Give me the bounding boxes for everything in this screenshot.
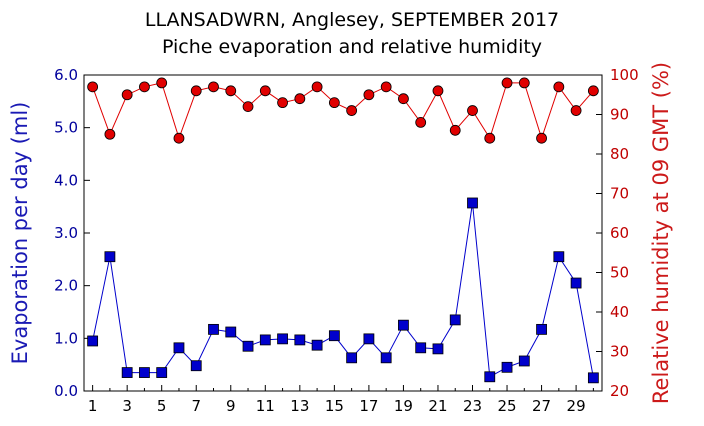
evaporation-point xyxy=(156,367,168,378)
evaporation-point xyxy=(277,333,288,345)
evaporation-point xyxy=(139,367,150,378)
right-tick-label: 30 xyxy=(610,343,629,361)
evaporation-point xyxy=(190,360,202,372)
evaporation-point xyxy=(587,372,599,384)
right-tick-label: 80 xyxy=(610,145,629,163)
x-tick-label: 13 xyxy=(290,397,309,415)
humidity-point xyxy=(139,81,150,93)
x-tick-label: 29 xyxy=(567,397,586,415)
evaporation-point xyxy=(242,340,254,352)
left-tick-label: 5.0 xyxy=(54,119,78,137)
x-tick-label: 25 xyxy=(497,397,516,415)
humidity-point xyxy=(328,97,340,109)
evaporation-point xyxy=(501,361,513,373)
humidity-point xyxy=(259,85,271,97)
x-tick-label: 23 xyxy=(463,397,482,415)
humidity-point xyxy=(587,85,599,97)
humidity-point xyxy=(173,132,185,144)
humidity-point xyxy=(449,124,461,136)
humidity-point xyxy=(346,105,358,116)
left-tick-label: 0.0 xyxy=(54,382,78,400)
x-tick-label: 17 xyxy=(359,397,378,415)
evaporation-point xyxy=(328,330,340,342)
humidity-point xyxy=(467,105,478,116)
humidity-point xyxy=(536,132,547,144)
humidity-point xyxy=(311,81,323,93)
humidity-point xyxy=(398,93,409,105)
humidity-point xyxy=(518,77,530,89)
right-tick-label: 20 xyxy=(610,382,629,400)
x-tick-label: 9 xyxy=(226,397,236,415)
humidity-point xyxy=(484,132,496,144)
x-tick-label: 15 xyxy=(325,397,344,415)
x-tick-label: 19 xyxy=(394,397,413,415)
left-tick-label: 3.0 xyxy=(54,224,78,242)
evaporation-point xyxy=(173,342,185,354)
x-tick-label: 3 xyxy=(122,397,132,415)
chart-title: LLANSADWRN, Anglesey, SEPTEMBER 2017 xyxy=(144,9,560,31)
left-tick-label: 2.0 xyxy=(54,277,78,295)
humidity-point xyxy=(553,81,565,93)
humidity-point xyxy=(104,128,116,140)
humidity-point xyxy=(277,97,288,109)
right-tick-label: 60 xyxy=(610,224,629,242)
evaporation-point xyxy=(294,334,306,346)
right-tick-label: 90 xyxy=(610,106,629,124)
left-axis-label: Evaporation per day (ml) xyxy=(8,102,32,365)
evaporation-point xyxy=(311,339,323,351)
left-tick-label: 1.0 xyxy=(54,329,78,347)
humidity-point xyxy=(121,89,133,101)
x-tick-label: 11 xyxy=(256,397,275,415)
evaporation-point xyxy=(484,371,496,383)
evaporation-point xyxy=(208,323,219,335)
right-tick-label: 100 xyxy=(610,66,639,84)
evaporation-point xyxy=(432,343,444,355)
right-tick-label: 40 xyxy=(610,303,629,321)
evaporation-point xyxy=(570,277,582,289)
right-tick-label: 70 xyxy=(610,185,629,203)
x-tick-label: 7 xyxy=(191,397,201,415)
humidity-point xyxy=(363,89,375,101)
evaporation-point xyxy=(259,334,271,346)
right-axis-label: Relative humidity at 09 GMT (%) xyxy=(649,62,673,404)
evaporation-point xyxy=(415,342,427,354)
humidity-point xyxy=(156,77,168,89)
humidity-point xyxy=(87,81,99,93)
humidity-point xyxy=(225,85,237,97)
evaporation-point xyxy=(518,355,530,367)
humidity-point xyxy=(501,77,513,89)
x-tick-label: 21 xyxy=(428,397,447,415)
humidity-point xyxy=(432,85,444,97)
evaporation-point xyxy=(553,251,565,263)
humidity-point xyxy=(380,81,392,93)
evaporation-series-line xyxy=(92,202,594,378)
evaporation-point xyxy=(225,326,237,338)
right-tick-label: 50 xyxy=(610,264,629,282)
chart-subtitle: Piche evaporation and relative humidity xyxy=(161,36,543,58)
x-tick-label: 1 xyxy=(88,397,98,415)
left-tick-label: 6.0 xyxy=(54,66,78,84)
evaporation-point xyxy=(346,352,358,364)
evaporation-point xyxy=(363,333,375,345)
evaporation-point xyxy=(104,251,116,263)
evaporation-point xyxy=(121,367,133,378)
x-tick-label: 27 xyxy=(532,397,551,415)
left-tick-label: 4.0 xyxy=(54,171,78,189)
humidity-point xyxy=(294,93,306,105)
humidity-series-line xyxy=(92,82,594,140)
evaporation-point xyxy=(398,319,409,331)
evaporation-point xyxy=(380,352,392,364)
evaporation-point xyxy=(449,314,461,326)
humidity-point xyxy=(208,81,219,93)
evaporation-point xyxy=(467,197,478,209)
humidity-point xyxy=(415,117,427,128)
x-tick-label: 5 xyxy=(157,397,167,415)
humidity-point xyxy=(570,105,582,116)
humidity-point xyxy=(190,85,202,97)
evaporation-point xyxy=(87,335,99,347)
plot-frame xyxy=(83,74,603,392)
evaporation-point xyxy=(536,323,547,335)
humidity-point xyxy=(242,101,254,112)
